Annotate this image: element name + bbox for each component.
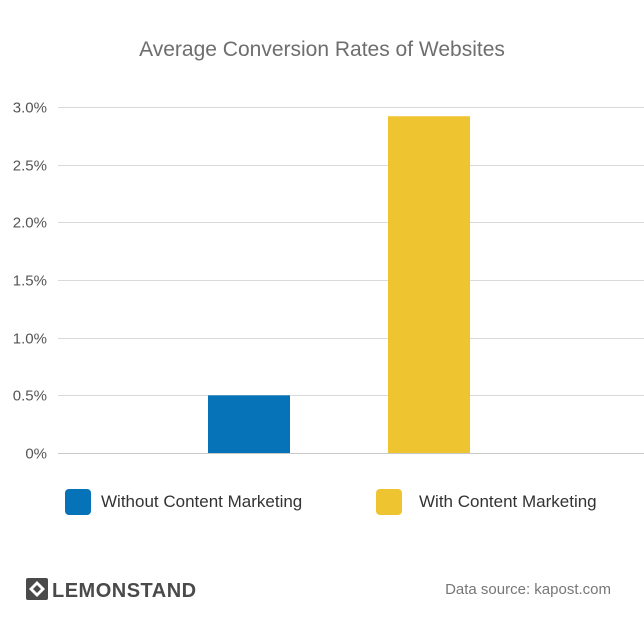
data-source-note: Data source: kapost.com (445, 581, 611, 598)
legend-label-with-content-marketing: With Content Marketing (419, 492, 597, 511)
y-tick-label: 0% (25, 446, 47, 463)
y-axis-tick-labels: 0% 0.5% 1.0% 1.5% 2.0% 2.5% 3.0% (13, 100, 47, 463)
gridlines (58, 107, 644, 454)
y-tick-label: 2.0% (13, 215, 47, 232)
y-tick-label: 1.0% (13, 331, 47, 348)
y-tick-label: 0.5% (13, 388, 47, 405)
chart-title: Average Conversion Rates of Websites (139, 38, 505, 61)
legend: Without Content Marketing With Content M… (65, 489, 597, 515)
legend-swatch-with-content-marketing (376, 489, 402, 515)
y-tick-label: 1.5% (13, 273, 47, 290)
footer: LEMONSTAND Data source: kapost.com (26, 578, 611, 602)
lemonstand-logo-icon (26, 578, 48, 600)
bars (208, 116, 470, 453)
bar-without-content-marketing (208, 395, 290, 453)
y-tick-label: 3.0% (13, 100, 47, 117)
lemonstand-wordmark: LEMONSTAND (52, 580, 197, 602)
legend-swatch-without-content-marketing (65, 489, 91, 515)
legend-label-without-content-marketing: Without Content Marketing (101, 492, 302, 511)
y-tick-label: 2.5% (13, 158, 47, 175)
bar-with-content-marketing (388, 116, 470, 453)
